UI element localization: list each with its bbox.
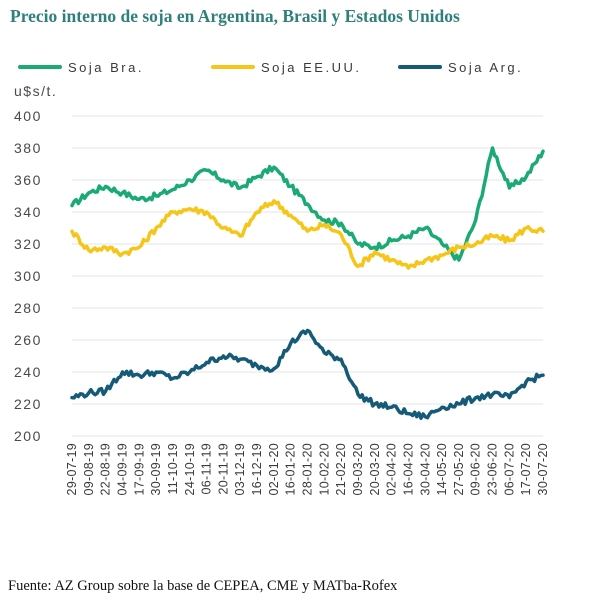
x-tick-label: 14-05-20 — [435, 443, 449, 495]
series-line-soja-arg — [70, 328, 545, 420]
y-tick-label: 340 — [14, 204, 42, 220]
x-tick-label: 29-07-19 — [65, 443, 79, 495]
y-axis-label: u$s/t. — [14, 83, 57, 99]
legend-label: Soja EE.UU. — [261, 60, 361, 75]
y-tick-label: 320 — [14, 236, 42, 252]
x-tick-label: 17-09-19 — [132, 443, 146, 495]
y-tick-label: 300 — [14, 268, 42, 284]
y-tick-label: 380 — [14, 140, 42, 156]
x-tick-label: 30-07-20 — [536, 443, 550, 495]
x-tick-label: 09-03-20 — [351, 443, 365, 495]
x-tick-label: 20-11-19 — [216, 443, 230, 495]
y-axis-ticks: 200 220 240 260 280 300 320 340 360 380 400 — [14, 108, 42, 444]
x-tick-label: 23-06-20 — [486, 443, 500, 495]
x-tick-label: 16-12-19 — [250, 443, 264, 495]
y-tick-label: 260 — [14, 332, 42, 348]
x-tick-label: 16-01-20 — [284, 443, 298, 495]
y-tick-label: 200 — [14, 428, 42, 444]
x-tick-label: 09-06-20 — [469, 443, 483, 495]
source-note: Fuente: AZ Group sobre la base de CEPEA,… — [8, 578, 398, 594]
x-tick-label: 11-10-19 — [166, 443, 180, 495]
x-tick-label: 27-05-20 — [452, 443, 466, 495]
x-tick-label: 09-08-19 — [82, 443, 96, 495]
chart-title: Precio interno de soja en Argentina, Bra… — [10, 6, 460, 26]
series-lines — [70, 146, 545, 420]
legend-label: Soja Bra. — [68, 60, 144, 75]
x-tick-label: 04-09-19 — [115, 443, 129, 495]
y-tick-label: 280 — [14, 300, 42, 316]
legend-label: Soja Arg. — [448, 60, 523, 75]
x-tick-label: 30-09-19 — [149, 443, 163, 495]
x-tick-label: 06-07-20 — [502, 443, 516, 495]
x-axis-ticks: 29-07-19 09-08-19 22-08-19 04-09-19 17-09-19… — [65, 443, 550, 495]
x-tick-label: 03-12-19 — [233, 443, 247, 495]
x-tick-label: 21-02-20 — [334, 443, 348, 495]
y-tick-label: 220 — [14, 396, 42, 412]
y-tick-label: 360 — [14, 172, 42, 188]
x-tick-label: 02-01-20 — [267, 443, 281, 495]
x-tick-label: 30-04-20 — [418, 443, 432, 495]
x-tick-label: 20-03-20 — [368, 443, 382, 495]
x-tick-label: 22-08-19 — [99, 443, 113, 495]
x-tick-label: 24-10-19 — [183, 443, 197, 495]
x-tick-label: 06-11-19 — [200, 443, 214, 495]
grid-lines — [72, 115, 543, 437]
x-tick-label: 17-07-20 — [519, 443, 533, 495]
x-tick-label: 16-04-20 — [401, 443, 415, 495]
x-tick-label: 10-02-20 — [317, 443, 331, 495]
x-tick-label: 28-01-20 — [301, 443, 315, 495]
y-tick-label: 400 — [14, 108, 42, 124]
x-tick-label: 02-04-20 — [385, 443, 399, 495]
legend: Soja Bra. Soja EE.UU. Soja Arg. — [18, 60, 523, 75]
series-line-soja-ee-uu — [70, 199, 545, 270]
y-tick-label: 240 — [14, 364, 42, 380]
